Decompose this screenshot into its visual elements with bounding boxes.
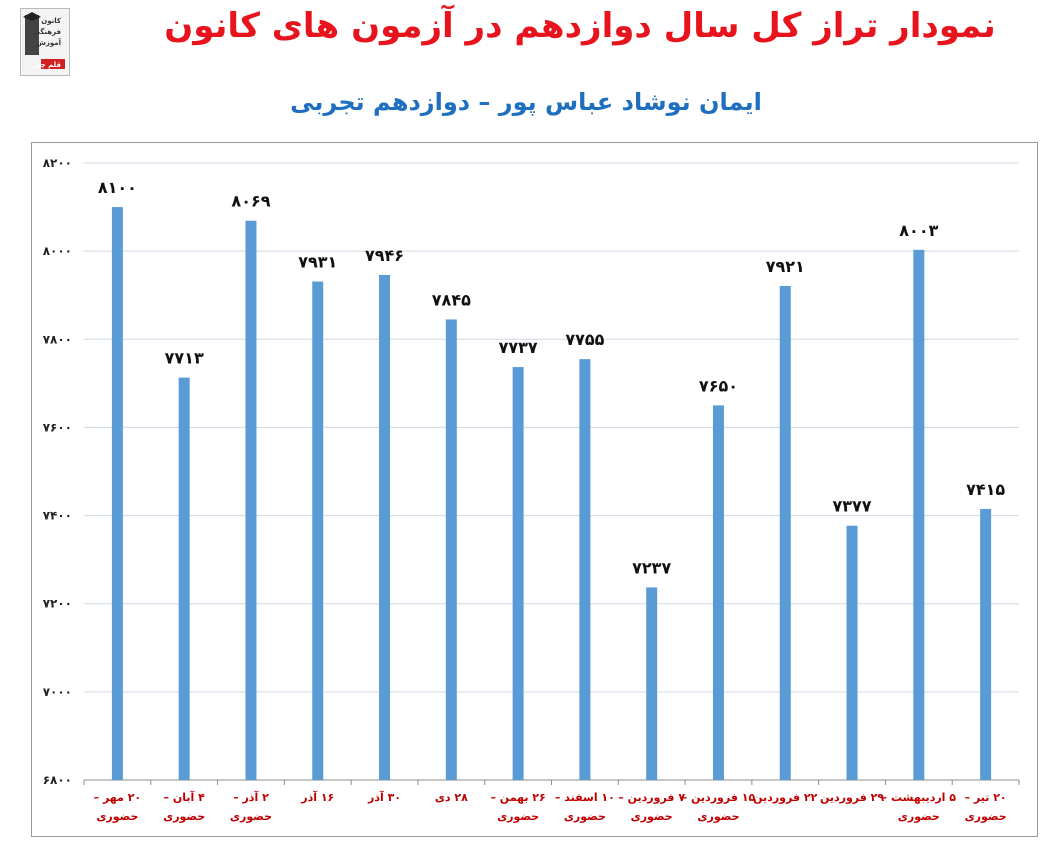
- bar: [646, 587, 658, 780]
- x-tick-label: ۲۲ فروردین: [753, 791, 817, 804]
- data-label: ۷۴۱۵: [966, 480, 1005, 499]
- x-tick-label: حضوری: [497, 810, 539, 823]
- y-tick-label: ۶۸۰۰: [43, 773, 72, 787]
- data-label: ۸۰۶۹: [231, 192, 270, 211]
- x-tick-label: ۷ فروردین –: [618, 791, 685, 804]
- x-tick-label: حضوری: [96, 810, 138, 823]
- bar: [178, 377, 190, 780]
- x-tick-label: حضوری: [697, 810, 739, 823]
- logo-text: قلم چی: [34, 61, 62, 69]
- data-label: ۷۹۴۶: [365, 246, 404, 265]
- y-tick-label: ۷۰۰۰: [43, 685, 72, 699]
- bar: [712, 405, 724, 780]
- data-label: ۷۲۳۷: [632, 558, 671, 577]
- bar: [980, 508, 992, 780]
- x-tick-label: حضوری: [230, 810, 272, 823]
- y-tick-label: ۷۲۰۰: [43, 597, 72, 611]
- data-label: ۷۶۵۰: [699, 376, 738, 395]
- y-tick-label: ۷۴۰۰: [43, 509, 72, 523]
- y-tick-label: ۸۰۰۰: [43, 244, 72, 258]
- logo-text: کانون: [41, 17, 62, 25]
- bar: [445, 319, 457, 780]
- bar: [913, 249, 925, 781]
- data-label: ۷۳۷۷: [833, 497, 872, 516]
- x-tick-label: ۳۰ آذر: [367, 790, 401, 804]
- logo-badge: [41, 59, 65, 69]
- bar: [579, 359, 591, 780]
- x-tick-label: ۱۶ آذر: [300, 790, 334, 804]
- data-label: ۷۹۲۱: [766, 257, 805, 276]
- y-tick-label: ۷۶۰۰: [43, 420, 72, 434]
- x-tick-label: ۵ اردیبهشت –: [882, 791, 957, 804]
- bar: [846, 525, 858, 780]
- x-tick-label: حضوری: [631, 810, 673, 823]
- chart-subtitle: ایمان نوشاد عباس پور – دوازدهم تجربی: [290, 88, 762, 116]
- logo-text: فرهنگی: [33, 27, 61, 36]
- x-tick-label: حضوری: [163, 810, 205, 823]
- chart-title: نمودار تراز کل سال دوازدهم در آزمون های …: [164, 6, 996, 46]
- x-tick-label: ۲ آذر –: [233, 790, 269, 804]
- bar: [379, 274, 391, 780]
- data-label: ۷۷۵۵: [565, 330, 604, 349]
- x-tick-label: ۲۰ تیر –: [965, 791, 1007, 804]
- logo-figure: [25, 15, 39, 55]
- bar: [512, 367, 524, 780]
- x-tick-label: ۴ آبان –: [164, 790, 206, 804]
- bar: [245, 220, 257, 780]
- data-label: ۸۱۰۰: [98, 178, 137, 197]
- data-label: ۸۰۰۳: [899, 221, 938, 240]
- data-label: ۷۷۳۷: [499, 338, 538, 357]
- x-tick-label: حضوری: [898, 810, 940, 823]
- kanoon-logo: کانون فرهنگی آموزش قلم چی: [20, 8, 70, 76]
- x-tick-label: حضوری: [564, 810, 606, 823]
- x-tick-label: ۲۸ دی: [435, 791, 468, 804]
- x-tick-label: حضوری: [965, 810, 1007, 823]
- x-tick-label: ۲۶ بهمن –: [490, 791, 545, 804]
- bar: [111, 207, 123, 781]
- logo-text: آموزش: [36, 38, 61, 47]
- y-tick-label: ۷۸۰۰: [43, 332, 72, 346]
- x-tick-label: ۱۰ اسفند –: [555, 791, 615, 804]
- data-label: ۷۸۴۵: [432, 290, 471, 309]
- x-tick-label: ۲۹ فروردین: [820, 791, 884, 804]
- graduation-cap-icon: [23, 12, 41, 21]
- x-tick-label: ۲۰ مهر –: [94, 791, 142, 804]
- data-label: ۷۹۳۱: [298, 253, 337, 272]
- chart-frame: ۶۸۰۰ ۷۰۰۰ ۷۲۰۰ ۷۴۰۰ ۷۶۰۰ ۷۸۰۰ ۸۰۰۰ ۸۲۰۰ ۸۱۰۰ ۲۰ م…: [31, 142, 1038, 837]
- bar: [312, 281, 324, 780]
- y-tick-label: ۸۲۰۰: [43, 156, 72, 170]
- bar-chart: ۶۸۰۰ ۷۰۰۰ ۷۲۰۰ ۷۴۰۰ ۷۶۰۰ ۷۸۰۰ ۸۰۰۰ ۸۲۰۰ ۸۱۰۰ ۲۰ م…: [43, 156, 1020, 823]
- data-label: ۷۷۱۳: [165, 349, 204, 368]
- bar: [779, 285, 791, 780]
- x-tick-label: ۱۵ فروردین –: [682, 791, 756, 804]
